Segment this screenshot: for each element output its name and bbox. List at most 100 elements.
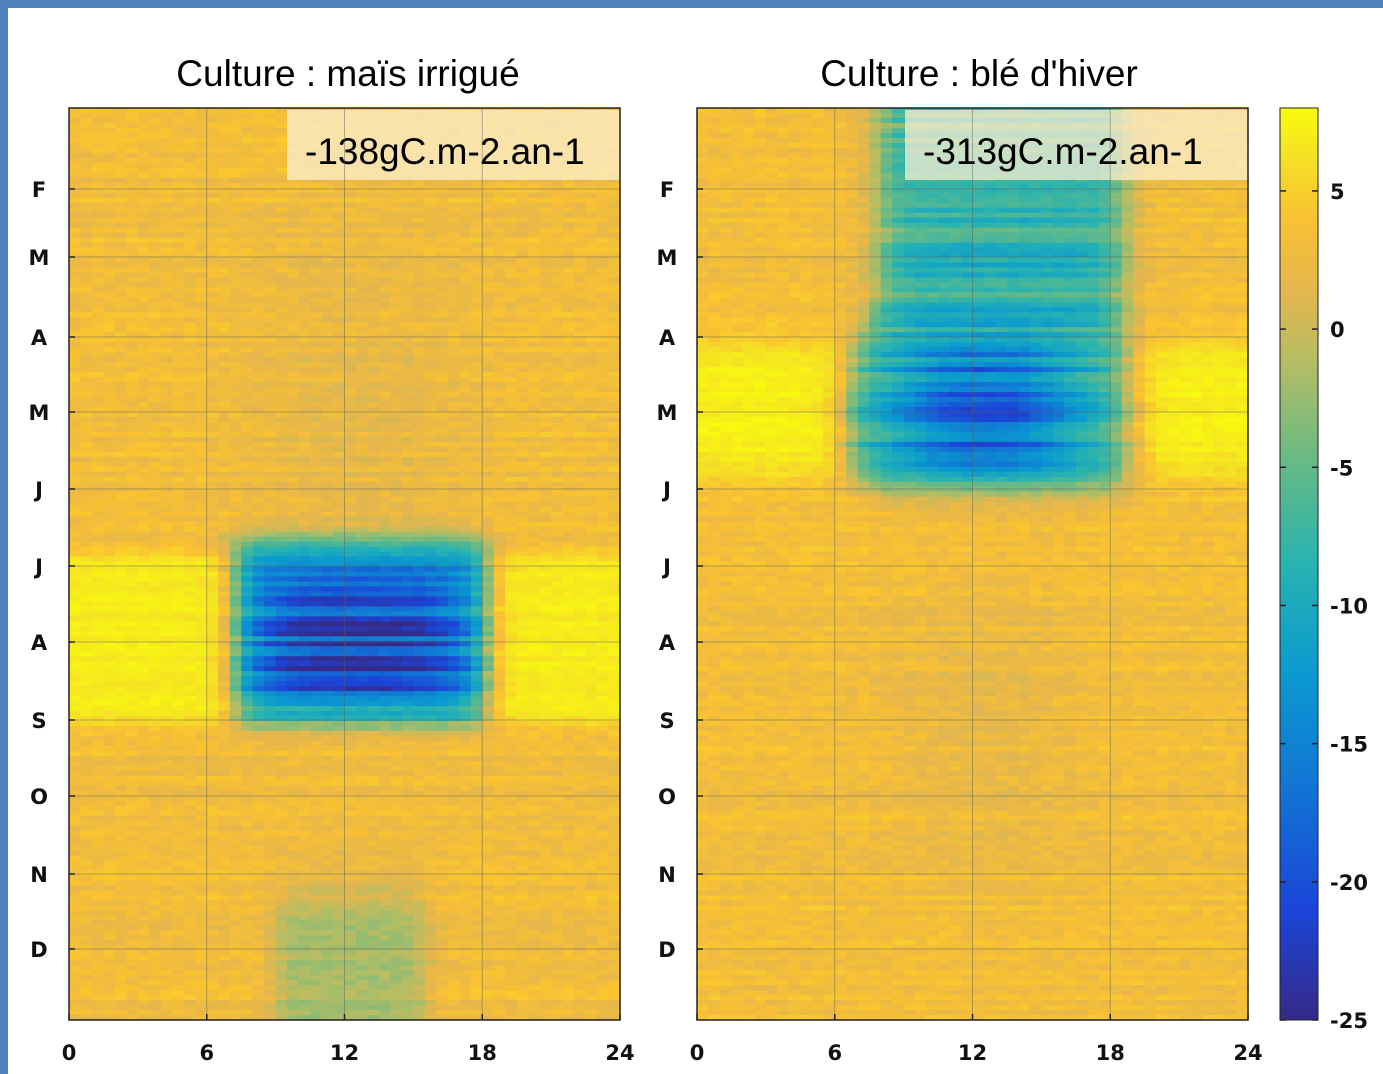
heatmap-cell: [298, 416, 311, 423]
heatmap-cell: [91, 342, 105, 348]
heatmap-cell: [69, 461, 82, 468]
heatmap-cell: [218, 461, 231, 468]
heatmap-cell: [562, 456, 575, 463]
heatmap-cell: [126, 122, 139, 129]
heatmap-cell: [378, 456, 392, 463]
heatmap-cell: [516, 387, 529, 393]
heatmap-cell: [195, 247, 208, 254]
heatmap-cell: [172, 506, 185, 513]
heatmap-cell: [424, 466, 437, 473]
heatmap-cell: [275, 127, 288, 134]
heatmap-cell: [459, 252, 472, 259]
heatmap-cell: [424, 352, 437, 358]
heatmap-cell: [539, 322, 552, 328]
heatmap-cell: [390, 611, 403, 617]
heatmap-cell: [447, 601, 460, 607]
heatmap-cell: [137, 551, 150, 558]
heatmap-cell: [80, 187, 93, 194]
heatmap-cell: [126, 247, 139, 254]
heatmap-cell: [459, 441, 472, 448]
heatmap-cell: [390, 431, 403, 438]
heatmap-cell: [195, 541, 208, 548]
heatmap-cell: [126, 167, 139, 174]
heatmap-cell: [91, 416, 105, 423]
heatmap-cell: [390, 202, 403, 209]
heatmap-cell: [516, 426, 529, 433]
heatmap-cell: [597, 192, 610, 199]
heatmap-cell: [229, 387, 242, 393]
heatmap-cell: [321, 456, 334, 463]
heatmap-cell: [459, 242, 472, 249]
heatmap-cell: [585, 596, 598, 602]
heatmap-cell: [252, 227, 265, 234]
heatmap-cell: [195, 412, 208, 418]
heatmap-cell: [206, 436, 219, 443]
heatmap-cell: [264, 611, 277, 617]
heatmap-cell: [264, 367, 277, 373]
heatmap-cell: [539, 491, 552, 498]
heatmap-cell: [367, 362, 380, 368]
heatmap-cell: [390, 177, 403, 184]
heatmap-cell: [390, 481, 403, 488]
heatmap-cell: [470, 531, 483, 538]
heatmap-cell: [264, 436, 277, 443]
heatmap-cell: [608, 182, 621, 189]
heatmap-cell: [597, 237, 610, 244]
heatmap-cell: [149, 252, 162, 259]
heatmap-cell: [195, 516, 208, 523]
heatmap-cell: [137, 122, 150, 129]
heatmap-cell: [218, 466, 231, 473]
heatmap-cell: [447, 541, 460, 548]
heatmap-cell: [218, 596, 231, 602]
heatmap-cell: [608, 367, 621, 373]
heatmap-cell: [505, 531, 518, 538]
heatmap-cell: [69, 611, 82, 617]
heatmap-cell: [413, 252, 426, 259]
heatmap-cell: [505, 616, 518, 622]
heatmap-cell: [459, 561, 472, 568]
heatmap-cell: [562, 362, 575, 368]
heatmap-cell: [539, 516, 552, 523]
heatmap-cell: [470, 571, 483, 578]
heatmap-cell: [459, 431, 472, 438]
heatmap-cell: [172, 516, 185, 523]
heatmap-cell: [401, 436, 414, 443]
heatmap-cell: [252, 202, 265, 209]
heatmap-cell: [149, 247, 162, 254]
heatmap-cell: [355, 342, 369, 348]
heatmap-cell: [378, 307, 392, 313]
heatmap-cell: [264, 302, 277, 308]
heatmap-cell: [436, 481, 449, 488]
heatmap-cell: [252, 297, 265, 303]
heatmap-cell: [172, 262, 185, 269]
heatmap-cell: [149, 108, 162, 114]
heatmap-cell: [401, 392, 414, 398]
heatmap-cell: [505, 387, 518, 393]
heatmap-cell: [344, 586, 357, 593]
heatmap-cell: [367, 237, 380, 244]
heatmap-cell: [91, 112, 105, 119]
heatmap-cell: [436, 416, 449, 423]
heatmap-cell: [401, 566, 414, 573]
heatmap-cell: [539, 486, 552, 493]
heatmap-cell: [287, 352, 300, 358]
heatmap-cell: [149, 167, 162, 174]
heatmap-cell: [470, 496, 483, 503]
heatmap-cell: [505, 372, 518, 378]
heatmap-cell: [413, 606, 426, 612]
heatmap-cell: [413, 471, 426, 478]
heatmap-cell: [229, 352, 242, 358]
heatmap-cell: [597, 611, 610, 617]
heatmap-cell: [528, 496, 541, 503]
heatmap-cell: [218, 556, 231, 563]
heatmap-cell: [413, 382, 426, 388]
heatmap-cell: [424, 267, 437, 274]
heatmap-cell: [367, 426, 380, 433]
heatmap-cell: [597, 526, 610, 533]
heatmap-cell: [401, 601, 414, 607]
heatmap-cell: [482, 591, 495, 597]
heatmap-cell: [172, 382, 185, 388]
heatmap-cell: [287, 272, 300, 279]
heatmap-cell: [539, 441, 552, 448]
heatmap-cell: [505, 332, 518, 338]
